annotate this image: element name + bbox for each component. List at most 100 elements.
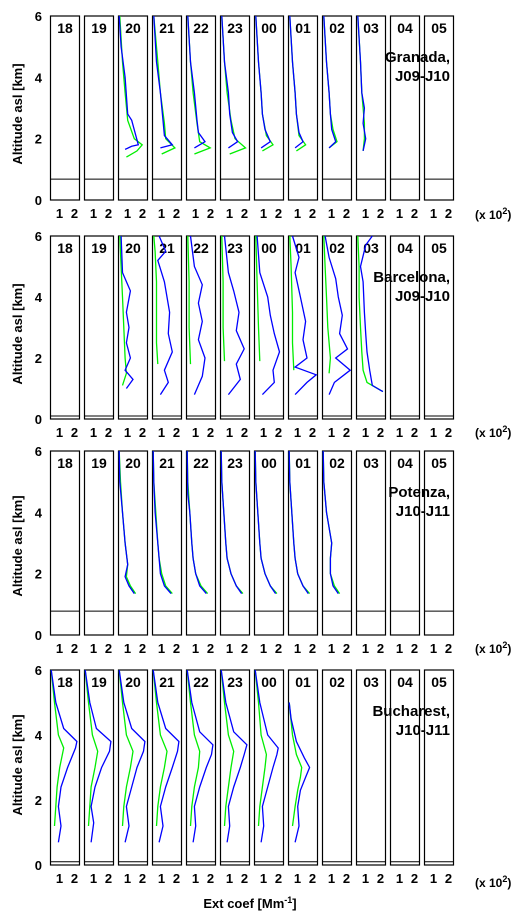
green-profile-line [84, 669, 99, 827]
y-tick-label: 0 [35, 628, 42, 643]
hour-label: 20 [125, 674, 141, 690]
green-profile-line [221, 15, 247, 155]
subplot-frame [83, 235, 115, 420]
hour-subplot-02: 02 1 2 [321, 450, 353, 656]
blue-profile-line [118, 450, 135, 594]
hour-label: 22 [193, 20, 209, 36]
x-tick-label: 1 [294, 871, 301, 886]
hour-label: 05 [431, 455, 447, 471]
y-tick-label: 6 [35, 663, 42, 678]
green-profile-line [289, 15, 307, 152]
hour-subplot-22: 22 1 2 [185, 450, 217, 656]
hour-label: 23 [227, 240, 243, 256]
blue-profile-line [152, 669, 180, 843]
svg-text:(x 102): (x 102) [475, 424, 511, 440]
hour-subplot-18: 181 2 [49, 450, 81, 656]
x-multiplier-label: (x 102) (x 102) (x 102) (x 102) [475, 206, 511, 890]
green-profile-line [119, 15, 144, 158]
hour-subplot-02: 02 1 2 [321, 235, 353, 440]
hour-subplot-01: 01 1 2 [287, 235, 319, 440]
green-profile-line [50, 669, 65, 827]
hour-label: 01 [295, 240, 311, 256]
hour-label: 01 [295, 20, 311, 36]
hour-subplot-01: 01 1 2 [287, 450, 319, 656]
hour-label: 04 [397, 674, 413, 690]
x-tick-label: 2 [105, 206, 112, 221]
x-tick-label: 2 [309, 206, 316, 221]
x-tick-label: 2 [377, 871, 384, 886]
blue-profile-line [118, 15, 140, 150]
blue-profile-line [256, 235, 281, 396]
x-tick-label: 1 [124, 871, 131, 886]
x-tick-label: 1 [294, 425, 301, 440]
hour-label: 20 [125, 240, 141, 256]
hour-label: 01 [295, 455, 311, 471]
hour-label: 04 [397, 20, 413, 36]
period-label: J10-J11 [396, 503, 450, 520]
x-tick-label: 1 [226, 871, 233, 886]
hour-subplot-04: 04 1 2 [389, 15, 421, 221]
blue-profile-line [120, 235, 134, 389]
subplot-frame [49, 235, 81, 420]
x-tick-label: 2 [411, 206, 418, 221]
subplot-frame [253, 669, 285, 866]
subplot-frame [151, 15, 183, 201]
subplot-frame [219, 450, 251, 636]
x-tick-label: 1 [226, 425, 233, 440]
subplot-frame [321, 669, 353, 866]
x-tick-label: 2 [343, 641, 350, 656]
blue-profile-line [186, 450, 207, 595]
y-axis-label: Altitude asl [km] [10, 495, 25, 596]
subplot-frame [389, 235, 421, 420]
subplot-frame [185, 235, 217, 420]
hour-subplot-23: 23 1 2 [219, 450, 251, 656]
x-tick-label: 2 [241, 206, 248, 221]
green-profile-line [289, 235, 295, 371]
green-profile-line [322, 450, 341, 594]
hour-label: 05 [431, 674, 447, 690]
blue-profile-line [322, 450, 339, 594]
hour-subplot-19: 191 2 [83, 450, 115, 656]
x-tick-label: 1 [124, 206, 131, 221]
green-profile-line [119, 235, 128, 386]
x-tick-label: 2 [241, 425, 248, 440]
hour-subplot-21: 21 1 2 [151, 450, 183, 656]
green-profile-line [254, 669, 268, 827]
x-tick-label: 2 [173, 206, 180, 221]
hour-label: 00 [261, 240, 277, 256]
green-profile-line [153, 235, 159, 365]
hour-label: 19 [91, 455, 107, 471]
hour-label: 19 [91, 674, 107, 690]
hour-label: 18 [57, 240, 73, 256]
x-tick-label: 1 [294, 206, 301, 221]
y-tick-label: 4 [35, 290, 43, 305]
x-tick-label: 2 [173, 641, 180, 656]
hour-subplot-01: 01 1 2 [287, 669, 319, 886]
y-tick-label: 0 [35, 412, 42, 427]
x-tick-label: 1 [56, 871, 63, 886]
hour-subplot-21: 21 1 2 [151, 669, 183, 886]
blue-profile-line [255, 15, 272, 149]
hour-label: 23 [227, 20, 243, 36]
period-label: J09-J10 [395, 288, 450, 305]
blue-profile-line [189, 235, 206, 395]
x-tick-label: 2 [445, 871, 452, 886]
x-tick-label: 1 [430, 425, 437, 440]
hour-subplot-18: 181 2 [49, 15, 81, 221]
subplot-frame [117, 235, 149, 420]
hour-label: 22 [193, 455, 209, 471]
x-tick-label: 2 [445, 641, 452, 656]
y-tick-label: 4 [35, 70, 43, 85]
blue-profile-line [323, 15, 337, 149]
x-tick-label: 1 [260, 425, 267, 440]
y-tick-label: 0 [35, 193, 42, 208]
blue-profile-line [84, 669, 112, 843]
x-tick-label: 2 [275, 871, 282, 886]
x-tick-label: 2 [411, 871, 418, 886]
subplot-frame [83, 450, 115, 636]
hour-label: 00 [261, 674, 277, 690]
blue-profile-line [289, 15, 304, 149]
site-label: Granada, [385, 49, 450, 66]
